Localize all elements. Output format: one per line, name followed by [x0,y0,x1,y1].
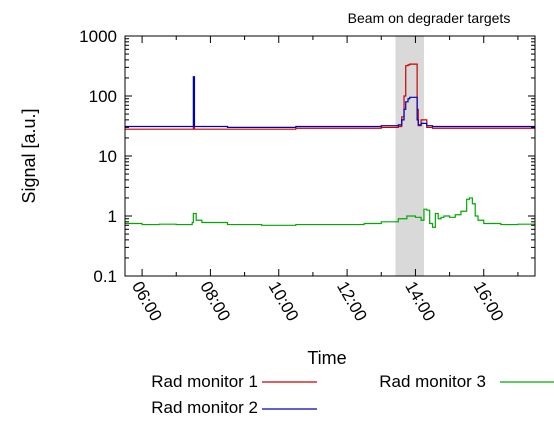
y-tick-label: 0.1 [93,267,117,286]
x-tick-label: 06:00 [128,278,166,324]
series-line-3 [125,197,536,228]
series-line-1 [125,63,535,130]
series-lines [125,63,536,228]
x-tick-label: 14:00 [401,278,439,324]
x-tick-label: 12:00 [333,278,371,324]
series-line-2 [125,76,535,128]
shaded-region-label: Beam on degrader targets [348,10,511,26]
plot-frame [124,35,536,277]
y-tick-label: 1000 [79,27,117,46]
shaded-region-rect [395,36,424,276]
shaded-region [395,36,424,276]
x-tick-label: 08:00 [196,278,234,324]
y-axis-title: Signal [a.u.] [19,108,39,203]
legend: Rad monitor 1 Rad monitor 2 Rad monitor 3 [151,372,554,417]
y-tick-label: 1 [108,207,117,226]
y-tick-label: 100 [89,87,117,106]
x-tick-label: 16:00 [470,278,508,324]
legend-label: Rad monitor 3 [379,372,486,391]
legend-label: Rad monitor 1 [151,372,258,391]
legend-label: Rad monitor 2 [151,398,258,417]
x-axis-title: Time [307,348,346,368]
y-tick-label: 10 [98,147,117,166]
y-axis: 0.1 1 10 100 1000 [79,27,535,286]
x-tick-label: 10:00 [265,278,303,324]
x-axis: 06:00 08:00 10:00 12:00 14:00 16:00 [128,36,519,324]
